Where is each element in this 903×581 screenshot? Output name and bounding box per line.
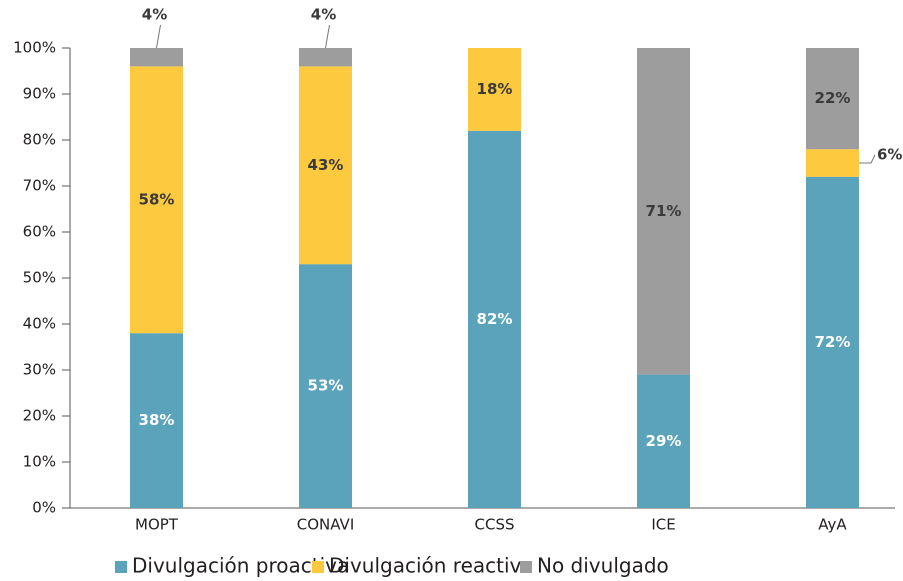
y-tick-label: 10% xyxy=(23,453,56,471)
legend-label: Divulgación reactiva xyxy=(329,554,534,578)
data-label: 71% xyxy=(646,202,682,220)
x-tick-label: CCSS xyxy=(475,516,515,534)
y-tick-label: 70% xyxy=(23,177,56,195)
data-label: 29% xyxy=(646,432,682,450)
y-tick-label: 30% xyxy=(23,361,56,379)
legend-label: No divulgado xyxy=(537,554,669,578)
bar-segment xyxy=(468,48,521,131)
data-label: 18% xyxy=(477,80,513,98)
bar-segment xyxy=(130,48,183,67)
data-label: 72% xyxy=(815,333,851,351)
y-tick-label: 100% xyxy=(13,39,56,57)
y-tick-label: 40% xyxy=(23,315,56,333)
leader-line xyxy=(859,154,876,164)
bar-segment xyxy=(299,66,352,265)
bar-segment xyxy=(637,374,690,508)
x-tick-label: AyA xyxy=(818,516,847,534)
legend-swatch xyxy=(312,561,324,573)
data-label: 6% xyxy=(877,146,902,164)
bar-segment xyxy=(299,264,352,508)
data-label: 43% xyxy=(308,156,344,174)
bar-segment xyxy=(468,130,521,509)
bar-segment xyxy=(637,48,690,375)
data-label: 82% xyxy=(477,310,513,328)
y-tick-label: 90% xyxy=(23,85,56,103)
legend-swatch xyxy=(115,561,127,573)
data-label: 22% xyxy=(815,89,851,107)
y-tick-label: 0% xyxy=(32,499,56,517)
bar-segment xyxy=(299,48,352,67)
leader-line xyxy=(325,24,330,49)
y-tick-label: 60% xyxy=(23,223,56,241)
bar-segment xyxy=(806,176,859,509)
data-label: 4% xyxy=(311,6,336,24)
data-label: 58% xyxy=(139,190,175,208)
bar-segment xyxy=(130,66,183,334)
bar-segment xyxy=(130,333,183,508)
legend-swatch xyxy=(520,561,532,573)
y-tick-label: 50% xyxy=(23,269,56,287)
data-label: 38% xyxy=(139,411,175,429)
data-label: 4% xyxy=(142,6,167,24)
x-tick-label: CONAVI xyxy=(297,516,355,534)
data-label: 53% xyxy=(308,377,344,395)
x-tick-label: MOPT xyxy=(135,516,179,534)
leader-line xyxy=(156,24,161,49)
bar-segment xyxy=(806,149,859,177)
y-tick-label: 20% xyxy=(23,407,56,425)
x-tick-label: ICE xyxy=(651,516,675,534)
y-tick-label: 80% xyxy=(23,131,56,149)
bar-segment xyxy=(806,48,859,150)
